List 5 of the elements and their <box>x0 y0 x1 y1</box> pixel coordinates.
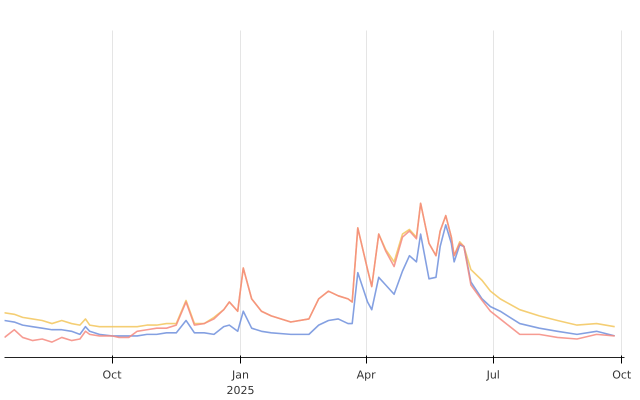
x-tick-label: Jan 2025 <box>226 368 254 398</box>
x-tick-label: Apr <box>356 368 376 382</box>
x-tick-label: Oct <box>102 368 122 382</box>
x-tick-label: Jul <box>486 368 500 382</box>
x-tick-label: Oct <box>612 368 632 382</box>
